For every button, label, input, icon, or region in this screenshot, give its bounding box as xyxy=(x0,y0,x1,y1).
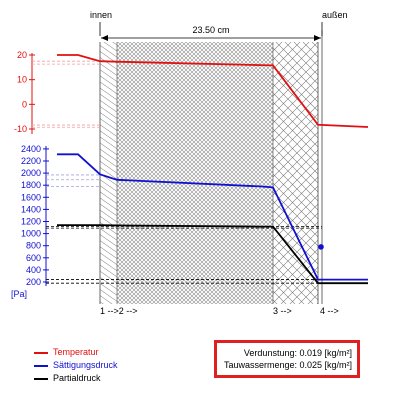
saturation-pressure-line xyxy=(57,153,368,281)
evaporation-value: Verdunstung: 0.019 [kg/m²] xyxy=(243,348,352,358)
legend-label-partial-pressure: Partialdruck xyxy=(53,373,101,383)
temp-tick-label: 10 xyxy=(17,75,27,85)
layer-1 xyxy=(100,42,117,304)
thickness-dimension: 23.50 cm xyxy=(99,22,323,41)
pressure-tick-label: 1400 xyxy=(21,204,41,214)
layer-2 xyxy=(117,42,273,304)
partial-pressure-line xyxy=(57,224,368,285)
pressure-tick-label: 200 xyxy=(26,277,41,287)
pressure-axis: 2400 2200 2000 1800 1600 1400 1200 1000 800 600 40… xyxy=(11,144,49,299)
temp-tick-label: -10 xyxy=(14,124,27,134)
layer-marker-4: 4 --> xyxy=(320,306,339,316)
inside-label: innen xyxy=(90,10,112,20)
legend-label-temperature: Temperatur xyxy=(53,347,99,357)
layer-marker-1-2: 1 -->2 --> xyxy=(100,306,138,316)
pressure-tick-label: 1800 xyxy=(21,180,41,190)
legend-item-saturation-pressure: Sättigungsdruck xyxy=(34,359,118,372)
measurement-dot xyxy=(318,244,324,250)
outside-label: außen xyxy=(322,10,348,20)
pressure-tick-label: 1000 xyxy=(21,229,41,239)
summary-box: Verdunstung: 0.019 [kg/m²] Tauwassermeng… xyxy=(214,340,360,378)
legend: Temperatur Sättigungsdruck Partialdruck xyxy=(34,346,118,385)
layer-marker-3: 3 --> xyxy=(273,306,292,316)
reference-lines xyxy=(32,60,322,284)
pressure-tick-label: 1200 xyxy=(21,217,41,227)
pressure-tick-label: 1600 xyxy=(21,192,41,202)
temp-tick-label: 20 xyxy=(17,50,27,60)
condensation-value: Tauwassermenge: 0.025 [kg/m²] xyxy=(223,360,352,370)
temp-tick-label: 0 xyxy=(22,99,27,109)
legend-swatch-temperature xyxy=(34,351,48,354)
pressure-tick-label: 800 xyxy=(26,241,41,251)
pressure-tick-label: 2400 xyxy=(21,144,41,154)
pressure-tick-label: 600 xyxy=(26,253,41,263)
series-lines xyxy=(57,54,369,285)
pressure-tick-label: 400 xyxy=(26,265,41,275)
legend-item-temperature: Temperatur xyxy=(34,346,118,359)
thickness-label: 23.50 cm xyxy=(192,25,229,35)
wall-layers xyxy=(99,30,323,304)
temperature-line xyxy=(57,54,369,128)
legend-swatch-saturation-pressure xyxy=(34,364,48,367)
legend-swatch-partial-pressure xyxy=(34,377,48,380)
pressure-tick-label: 2000 xyxy=(21,168,41,178)
legend-item-partial-pressure: Partialdruck xyxy=(34,372,118,385)
pressure-tick-label: 2200 xyxy=(21,156,41,166)
pressure-unit: [Pa] xyxy=(11,289,27,299)
legend-label-saturation-pressure: Sättigungsdruck xyxy=(53,360,118,370)
temperature-axis: 20 10 0 -10 xyxy=(14,50,35,134)
layer-3 xyxy=(273,42,318,304)
